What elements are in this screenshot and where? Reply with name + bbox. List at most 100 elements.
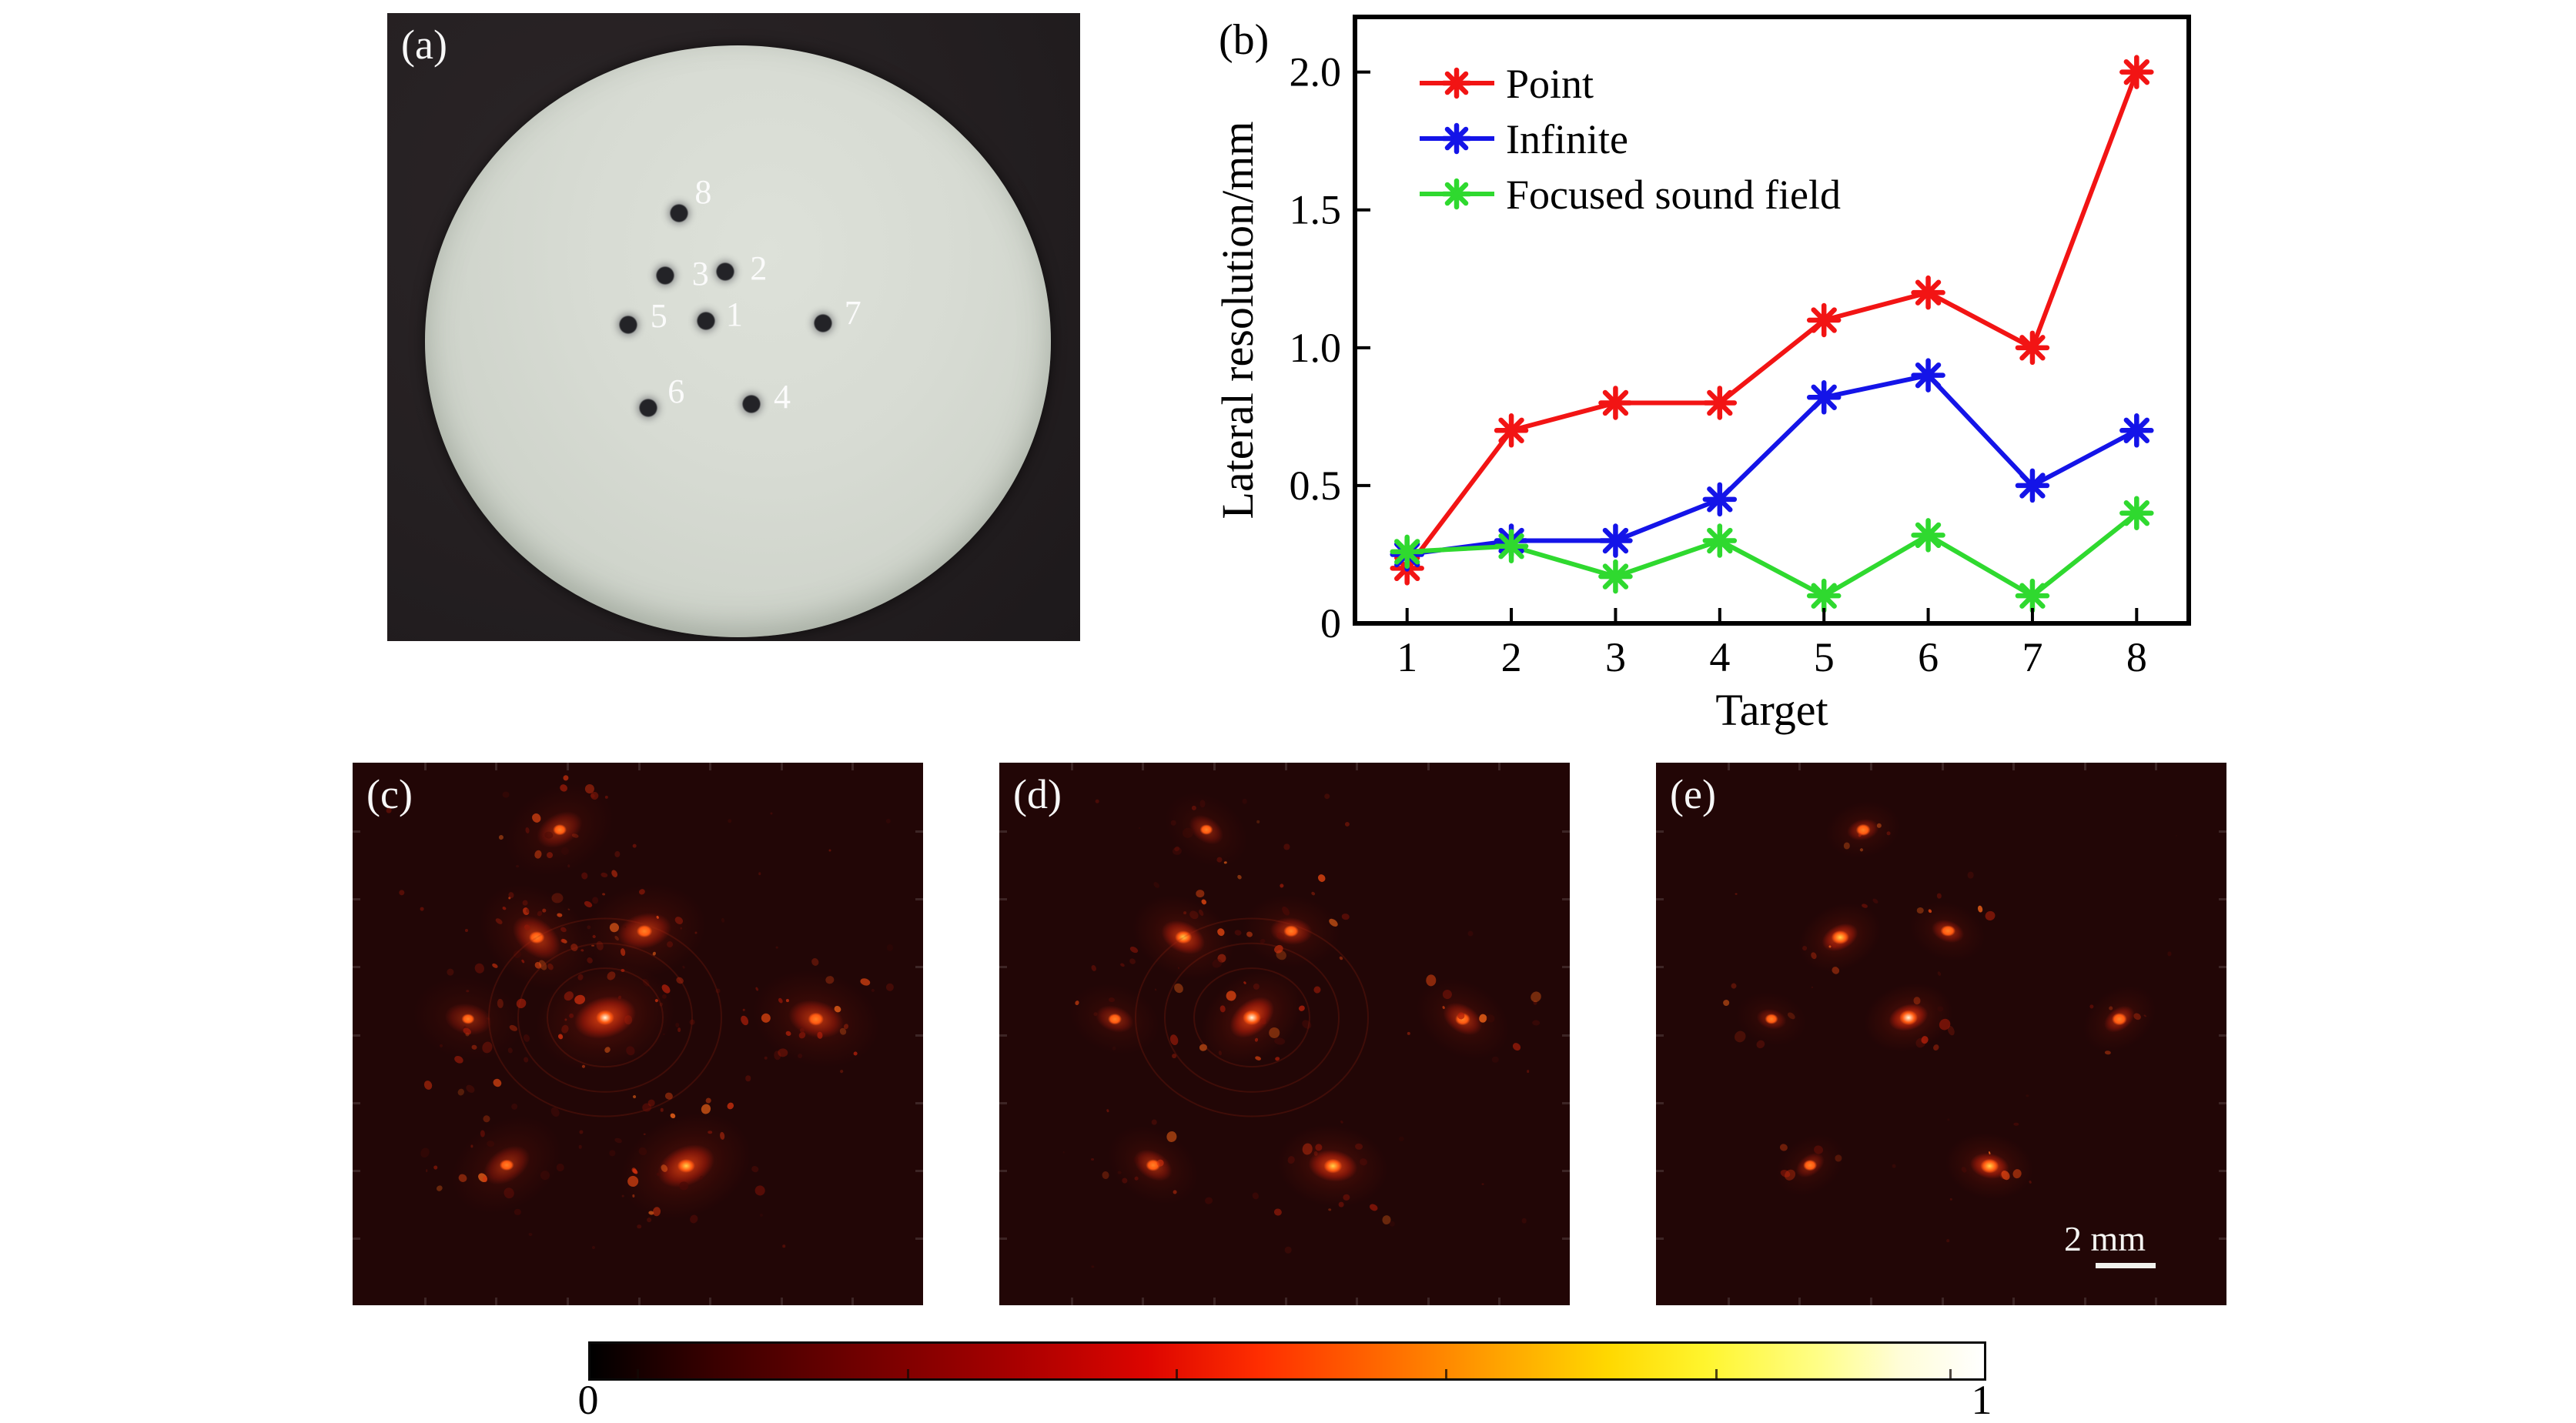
target-spot xyxy=(1172,1054,1176,1058)
target-spot xyxy=(1528,989,1543,1004)
image-edge-tick xyxy=(851,1298,855,1305)
target-spot xyxy=(1339,1201,1344,1208)
x-tick-label: 8 xyxy=(2126,634,2147,680)
target-spot xyxy=(579,1130,584,1134)
target-spot xyxy=(516,864,520,868)
legend-marker xyxy=(1440,122,1473,155)
target-spot xyxy=(1251,1191,1261,1201)
image-edge-tick xyxy=(999,1237,1007,1240)
image-edge-tick xyxy=(1498,1298,1501,1305)
target-spot xyxy=(486,1140,494,1147)
data-point-marker xyxy=(1598,386,1633,420)
image-edge-tick xyxy=(915,1169,923,1172)
data-point-marker xyxy=(1911,358,1945,392)
target-spot xyxy=(760,1214,764,1218)
target-spot xyxy=(425,1168,428,1172)
phantom-target-dot xyxy=(716,262,734,281)
phantom-target-number: 8 xyxy=(694,173,712,212)
data-point-marker xyxy=(1702,523,1738,558)
image-edge-tick xyxy=(2083,763,2086,770)
target-spot xyxy=(2026,1094,2029,1097)
data-point-marker xyxy=(1806,302,1842,338)
image-edge-tick xyxy=(1656,898,1664,901)
target-spot xyxy=(1389,1221,1395,1227)
data-point-marker xyxy=(2015,468,2050,503)
image-edge-tick xyxy=(1562,830,1570,833)
x-tick-label: 3 xyxy=(1605,634,1626,680)
image-edge-tick xyxy=(915,1034,923,1037)
target-spot xyxy=(1467,930,1474,937)
image-edge-tick xyxy=(566,1298,569,1305)
target-spot xyxy=(1138,827,1140,829)
target-spot xyxy=(1855,823,1872,837)
image-edge-tick xyxy=(915,966,923,969)
target-spot xyxy=(632,1194,635,1198)
data-point-marker xyxy=(2119,496,2154,530)
target-spot xyxy=(743,1008,745,1011)
target-spot xyxy=(1950,1198,1952,1201)
target-spot xyxy=(708,1130,713,1134)
target-spot xyxy=(727,819,732,823)
legend-marker xyxy=(1440,67,1473,99)
target-spot xyxy=(631,843,637,848)
target-spot xyxy=(1132,1156,1139,1164)
target-spot xyxy=(828,849,831,852)
target-spot xyxy=(2175,834,2178,837)
x-tick-label: 5 xyxy=(1814,634,1835,680)
target-spot xyxy=(2167,951,2172,957)
target-spot xyxy=(806,1011,825,1027)
image-edge-tick xyxy=(423,763,427,770)
target-spot xyxy=(1802,1158,1818,1172)
image-edge-tick xyxy=(566,763,569,770)
target-spot xyxy=(1199,800,1206,807)
target-spot xyxy=(466,990,470,993)
data-point-marker xyxy=(2015,330,2050,366)
target-spot xyxy=(661,994,667,1000)
target-spot xyxy=(507,891,514,899)
colorbar xyxy=(588,1341,1986,1381)
image-edge-tick xyxy=(2155,1298,2158,1305)
target-spot xyxy=(1967,871,1975,879)
target-spot xyxy=(680,927,682,930)
legend-label: Focused sound field xyxy=(1506,172,1841,218)
target-spot xyxy=(1191,805,1196,810)
image-edge-tick xyxy=(353,1034,360,1037)
phantom-target-number: 5 xyxy=(650,297,667,336)
target-spot xyxy=(464,1083,477,1095)
target-spot xyxy=(644,1133,646,1136)
data-point-marker xyxy=(2119,413,2154,448)
panel-b-label: (b) xyxy=(1219,16,1269,64)
image-edge-tick xyxy=(495,1298,498,1305)
diffraction-ring xyxy=(488,917,723,1117)
image-edge-tick xyxy=(915,1101,923,1104)
y-tick-label: 2.0 xyxy=(1290,49,1342,95)
target-spot xyxy=(419,1146,432,1160)
image-edge-tick xyxy=(1284,763,1287,770)
image-edge-tick xyxy=(353,830,360,833)
panel-c-image: (c) xyxy=(353,763,923,1305)
scale-bar: 2 mm xyxy=(2020,1221,2190,1268)
image-edge-tick xyxy=(2219,830,2226,833)
colorbar-tick xyxy=(1949,1369,1952,1378)
colorbar-tick xyxy=(1715,1369,1718,1378)
target-spot xyxy=(2109,1006,2113,1010)
target-spot xyxy=(676,1157,697,1174)
target-spot xyxy=(1284,1246,1292,1254)
image-edge-tick xyxy=(1727,763,1730,770)
phantom-target-dot xyxy=(742,395,761,413)
image-edge-tick xyxy=(709,1298,712,1305)
target-spot xyxy=(470,1144,473,1147)
target-spot xyxy=(1242,798,1248,804)
target-spot xyxy=(1204,1197,1213,1205)
image-edge-tick xyxy=(637,1298,641,1305)
image-edge-tick xyxy=(2155,763,2158,770)
panel-d-label: (d) xyxy=(1013,771,1062,817)
legend-marker xyxy=(1440,178,1473,210)
x-tick-label: 7 xyxy=(2022,634,2042,680)
target-spot xyxy=(1532,1020,1541,1027)
phantom-target-dot xyxy=(619,316,637,334)
target-spot xyxy=(578,1144,582,1149)
image-edge-tick xyxy=(915,898,923,901)
panel-b-chart: 1 2 3 4 5 6 7 8 0 0.5 1.0 1.5 2.0 Target Lateral resol… xyxy=(1213,15,2191,735)
image-edge-tick xyxy=(2219,1237,2226,1240)
